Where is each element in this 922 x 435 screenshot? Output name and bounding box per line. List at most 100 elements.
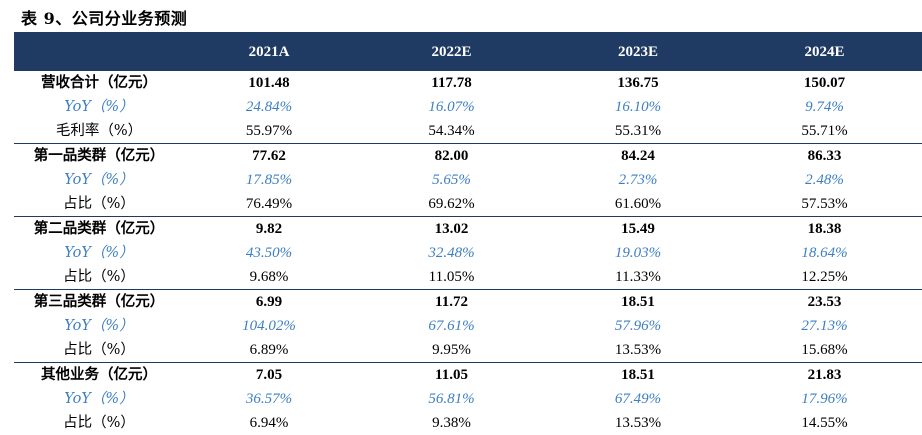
table-row: 第三品类群（亿元） 6.99 11.72 18.51 23.53 — [14, 289, 922, 314]
table-cell: 11.05 — [354, 362, 549, 387]
table-cell: 82.00 — [354, 143, 549, 169]
row-label: 第三品类群（亿元） — [14, 289, 184, 314]
header-cell-2023e: 2023E — [617, 43, 658, 60]
table-cell: 55.97% — [245, 123, 293, 140]
table-cell: 14.55% — [801, 415, 848, 432]
row-label: YoY（%） — [64, 318, 134, 335]
table-cell: 18.51 — [549, 289, 727, 314]
table-caption: 表 9、公司分业务预测 — [21, 9, 188, 28]
table-cell: 5.65% — [432, 172, 471, 189]
row-label: YoY（%） — [64, 391, 134, 407]
table-row: YoY（%） 43.50% 32.48% 19.03% 18.64% — [14, 241, 922, 265]
row-label: 营收合计（亿元） — [41, 74, 157, 92]
caption-rule — [14, 32, 922, 33]
row-label: 第二品类群（亿元） — [14, 216, 184, 242]
table-cell: 9.38% — [432, 415, 471, 432]
table-cell: 11.72 — [354, 289, 549, 314]
table-cell: 9.95% — [432, 342, 471, 359]
table-cell: 117.78 — [431, 75, 472, 92]
table-cell: 9.68% — [249, 269, 289, 286]
table-cell: 16.07% — [428, 99, 475, 116]
table-cell: 7.05 — [184, 362, 354, 387]
table-row: YoY（%） 17.85% 5.65% 2.73% 2.48% — [14, 168, 922, 192]
header-cell-2024e: 2024E — [804, 43, 845, 60]
table-body: 营收合计（亿元） 101.48 117.78 136.75 150.07 YoY（%） 24… — [14, 71, 922, 435]
table-row: 毛利率（%） 55.97% 54.34% 55.31% 55.71% — [14, 120, 922, 144]
table-cell: 13.53% — [614, 415, 662, 432]
table-cell: 84.24 — [549, 143, 727, 169]
header-cell-2022e: 2022E — [431, 43, 472, 60]
table-row: YoY（%） 24.84% 16.07% 16.10% 9.74% — [14, 95, 922, 119]
row-label: YoY（%） — [64, 172, 134, 189]
table-cell: 57.96% — [614, 318, 662, 335]
table-header: 2021A 2022E 2023E 2024E — [14, 33, 922, 71]
table-cell: 77.62 — [184, 143, 354, 169]
table-cell: 56.81% — [428, 391, 475, 407]
table-cell: 2.48% — [805, 172, 844, 189]
table-row: YoY（%） 36.57% 56.81% 67.49% 17.96% — [14, 387, 922, 411]
table-cell: 6.99 — [184, 289, 354, 314]
table-cell: 6.94% — [249, 415, 289, 432]
forecast-table: 2021A 2022E 2023E 2024E 营收合计（亿元） 101.48 11… — [14, 33, 922, 435]
table-cell: 12.25% — [801, 269, 848, 286]
table-row: 占比（%） 9.68% 11.05% 11.33% 12.25% — [14, 265, 922, 289]
table-cell: 101.48 — [248, 75, 290, 92]
table-cell: 13.53% — [614, 342, 662, 359]
table-cell: 32.48% — [428, 245, 475, 262]
table-cell: 136.75 — [617, 75, 659, 92]
table-row: 其他业务（亿元） 7.05 11.05 18.51 21.83 — [14, 362, 922, 387]
header-cell-2021a: 2021A — [248, 43, 290, 60]
table-row: 第二品类群（亿元） 9.82 13.02 15.49 18.38 — [14, 216, 922, 242]
table-cell: 21.83 — [727, 362, 922, 387]
table-cell: 67.49% — [614, 391, 662, 407]
table-row: 占比（%） 76.49% 69.62% 61.60% 57.53% — [14, 192, 922, 216]
row-label: 毛利率（%） — [55, 123, 143, 140]
table-row: 占比（%） 6.94% 9.38% 13.53% 14.55% — [14, 411, 922, 435]
table-cell: 15.49 — [549, 216, 727, 242]
row-label: 占比（%） — [63, 415, 135, 432]
row-label: 占比（%） — [63, 196, 135, 213]
table-row: YoY（%） 104.02% 67.61% 57.96% 27.13% — [14, 314, 922, 338]
table-cell: 54.34% — [428, 123, 475, 140]
header-cell-label — [14, 33, 184, 71]
table-cell: 27.13% — [801, 318, 848, 335]
table-cell: 16.10% — [614, 99, 662, 116]
table-cell: 61.60% — [614, 196, 662, 213]
row-label: YoY（%） — [64, 99, 134, 116]
table-cell: 104.02% — [242, 318, 296, 335]
table-cell: 13.02 — [354, 216, 549, 242]
table-cell: 9.74% — [805, 99, 844, 116]
table-cell: 24.84% — [245, 99, 293, 116]
table-cell: 11.05% — [428, 269, 475, 286]
row-label: 第一品类群（亿元） — [14, 143, 184, 169]
table-cell: 86.33 — [727, 143, 922, 169]
table-cell: 15.68% — [801, 342, 848, 359]
table-cell: 6.89% — [249, 342, 289, 359]
table-cell: 11.33% — [615, 269, 661, 286]
table-cell: 18.38 — [727, 216, 922, 242]
table-cell: 55.31% — [614, 123, 662, 140]
table-cell: 9.82 — [184, 216, 354, 242]
table-cell: 2.73% — [618, 172, 658, 189]
table-cell: 69.62% — [428, 196, 475, 213]
table-cell: 23.53 — [727, 289, 922, 314]
table-cell: 19.03% — [614, 245, 662, 262]
row-label: 占比（%） — [63, 342, 135, 359]
table-cell: 43.50% — [245, 245, 293, 262]
row-label: YoY（%） — [64, 245, 134, 262]
table-cell: 55.71% — [801, 123, 848, 140]
table-row: 营收合计（亿元） 101.48 117.78 136.75 150.07 — [14, 71, 922, 95]
row-label: 占比（%） — [63, 269, 135, 286]
table-cell: 36.57% — [245, 391, 293, 407]
table-row: 占比（%） 6.89% 9.95% 13.53% 15.68% — [14, 338, 922, 362]
table-cell: 18.51 — [549, 362, 727, 387]
header-row: 2021A 2022E 2023E 2024E — [14, 33, 922, 71]
row-label: 其他业务（亿元） — [14, 362, 184, 387]
table-row: 第一品类群（亿元） 77.62 82.00 84.24 86.33 — [14, 143, 922, 169]
table-cell: 76.49% — [245, 196, 293, 213]
table-cell: 17.96% — [801, 391, 848, 407]
table-cell: 18.64% — [801, 245, 848, 262]
table-cell: 150.07 — [803, 75, 846, 92]
table-cell: 67.61% — [428, 318, 475, 335]
table-cell: 17.85% — [245, 172, 293, 189]
